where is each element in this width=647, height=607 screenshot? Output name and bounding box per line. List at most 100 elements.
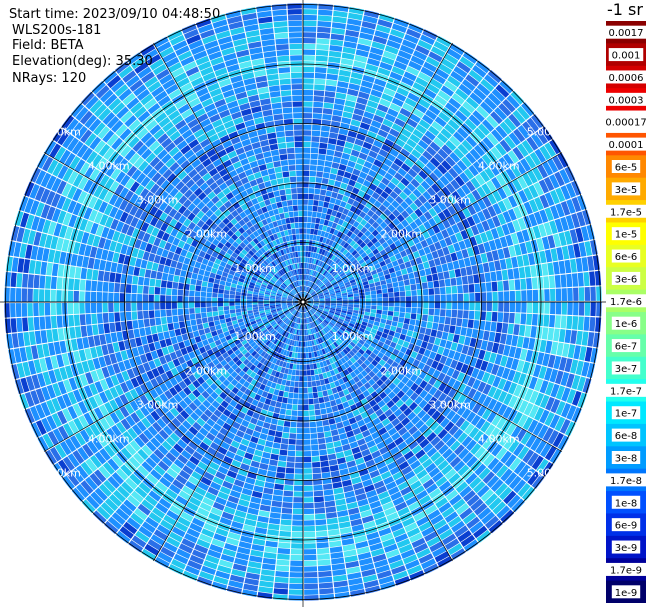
ppi-cell xyxy=(298,263,302,269)
ppi-cell xyxy=(291,334,295,340)
ppi-cell xyxy=(25,376,35,391)
ppi-cell xyxy=(286,461,295,468)
ppi-cell xyxy=(570,359,579,374)
ppi-cell xyxy=(98,188,109,201)
ppi-cell xyxy=(318,307,324,310)
ppi-cell xyxy=(209,326,216,332)
ppi-cell xyxy=(271,288,278,292)
ppi-cell xyxy=(314,320,318,326)
ppi-cell xyxy=(52,328,59,342)
ppi-cell xyxy=(383,362,391,370)
ppi-cell xyxy=(430,451,442,462)
ppi-cell xyxy=(257,401,264,409)
ppi-cell xyxy=(104,216,114,228)
ppi-cell xyxy=(164,390,173,400)
ppi-cell xyxy=(439,339,447,348)
ppi-cell xyxy=(378,465,389,475)
ppi-cell xyxy=(174,98,188,110)
ppi-cell xyxy=(44,356,53,371)
ppi-cell xyxy=(297,352,301,359)
ppi-cell xyxy=(438,392,448,403)
ppi-cell xyxy=(308,245,312,252)
ppi-cell xyxy=(227,237,235,245)
ppi-cell xyxy=(62,408,73,422)
ppi-cell xyxy=(84,348,92,360)
ppi-cell xyxy=(316,235,321,242)
ppi-cell xyxy=(249,100,261,108)
ppi-cell xyxy=(358,406,366,414)
ppi-cell xyxy=(94,140,106,154)
ppi-cell xyxy=(303,3,318,4)
ppi-cell xyxy=(359,32,374,41)
ppi-cell xyxy=(482,437,494,450)
ppi-cell xyxy=(328,331,333,337)
ppi-cell xyxy=(115,171,126,184)
ppi-cell xyxy=(370,328,378,335)
ppi-cell xyxy=(256,228,263,235)
ppi-cell xyxy=(59,251,67,265)
ppi-cell xyxy=(303,474,313,480)
ppi-cell xyxy=(439,528,454,541)
ppi-cell xyxy=(218,314,225,320)
ppi-cell xyxy=(322,483,333,490)
ppi-cell xyxy=(319,361,324,368)
ppi-cell xyxy=(264,156,273,164)
ppi-cell xyxy=(129,338,137,348)
ppi-cell xyxy=(201,373,210,382)
ppi-cell xyxy=(269,91,281,98)
ppi-cell xyxy=(330,306,336,309)
ppi-cell xyxy=(126,97,140,110)
ppi-cell xyxy=(374,516,388,526)
ppi-cell xyxy=(223,302,229,307)
ppi-cell xyxy=(201,223,210,232)
ppi-cell xyxy=(275,571,289,578)
ppi-cell xyxy=(347,343,354,350)
ppi-cell xyxy=(393,408,403,418)
ppi-cell xyxy=(105,376,114,389)
ppi-cell xyxy=(176,261,183,270)
ppi-cell xyxy=(333,315,339,320)
ppi-cell xyxy=(142,251,150,261)
ppi-cell xyxy=(269,296,276,300)
ppi-cell xyxy=(218,221,226,230)
ppi-cell xyxy=(68,377,78,391)
ppi-cell xyxy=(297,323,300,330)
ppi-cell xyxy=(246,566,261,575)
ppi-cell xyxy=(133,266,140,276)
ppi-cell xyxy=(260,350,267,357)
ppi-cell xyxy=(312,321,316,328)
ppi-cell xyxy=(93,394,104,407)
ppi-cell xyxy=(312,386,318,393)
ppi-cell xyxy=(102,111,116,125)
ppi-cell xyxy=(180,434,191,445)
ppi-cell xyxy=(413,367,422,377)
ppi-cell xyxy=(251,141,261,150)
ppi-cell xyxy=(313,90,325,97)
ppi-cell xyxy=(266,435,275,442)
ppi-cell xyxy=(209,427,219,437)
ppi-cell xyxy=(295,281,298,287)
ppi-cell xyxy=(275,172,283,179)
ppi-cell xyxy=(253,366,260,374)
ppi-cell xyxy=(278,225,284,232)
ppi-cell xyxy=(350,404,358,412)
ppi-cell xyxy=(530,437,542,452)
ppi-cell xyxy=(283,177,290,184)
ppi-cell xyxy=(274,371,281,378)
ppi-cell xyxy=(275,303,281,305)
ppi-cell xyxy=(522,416,534,431)
ppi-cell xyxy=(285,380,291,387)
ppi-cell xyxy=(294,147,303,153)
ppi-cell xyxy=(248,130,258,139)
ppi-cell xyxy=(553,328,560,342)
ppi-cell xyxy=(314,345,319,351)
ppi-cell xyxy=(303,141,311,148)
ppi-cell xyxy=(241,327,248,333)
ppi-cell xyxy=(228,412,238,421)
ppi-cell xyxy=(320,330,325,336)
ppi-cell xyxy=(234,214,243,222)
ppi-cell xyxy=(292,205,298,211)
ppi-cell xyxy=(189,365,198,374)
ppi-cell xyxy=(144,269,152,278)
ppi-cell xyxy=(294,269,298,275)
